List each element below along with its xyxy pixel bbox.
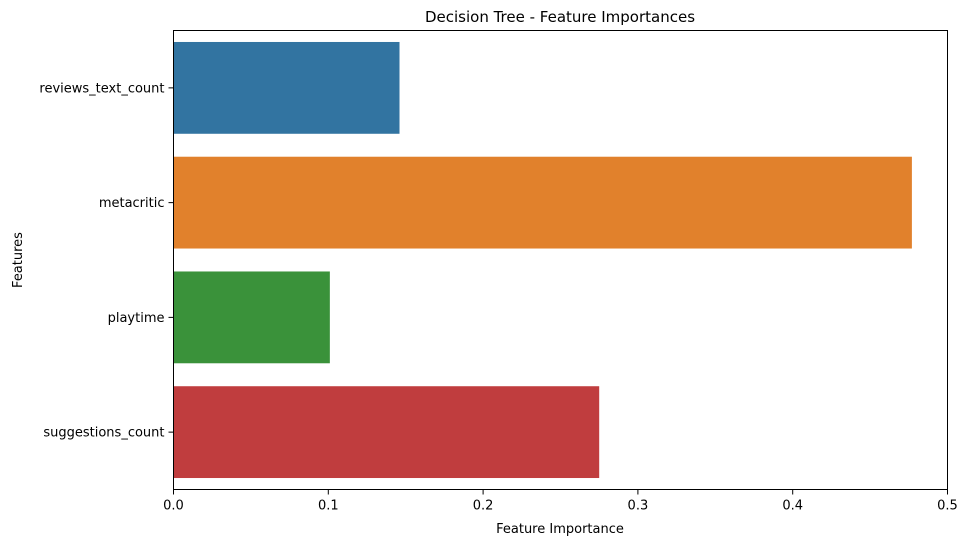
y-tick-label: reviews_text_count	[39, 81, 164, 96]
y-tick-label: suggestions_count	[43, 426, 164, 441]
bar-playtime	[173, 271, 330, 364]
x-tick-label: 0.5	[937, 499, 958, 514]
bar-reviews-text-count	[173, 41, 400, 134]
bar-metacritic	[173, 156, 912, 249]
chart-title: Decision Tree - Feature Importances	[425, 8, 695, 26]
plot-frame	[173, 30, 948, 490]
x-tick-label: 0.3	[628, 499, 649, 514]
y-tick-label: metacritic	[99, 196, 165, 211]
x-tick-label: 0.4	[782, 499, 803, 514]
x-tick-label: 0.0	[163, 499, 184, 514]
y-axis-label: Features	[11, 232, 26, 288]
plot-area: reviews_text_count metacritic playtime sugg…	[39, 41, 958, 514]
x-axis-label: Feature Importance	[496, 522, 624, 537]
bar-suggestions-count	[173, 386, 600, 479]
x-tick-label: 0.1	[318, 499, 339, 514]
x-tick-label: 0.2	[473, 499, 494, 514]
y-tick-label: playtime	[108, 311, 165, 326]
